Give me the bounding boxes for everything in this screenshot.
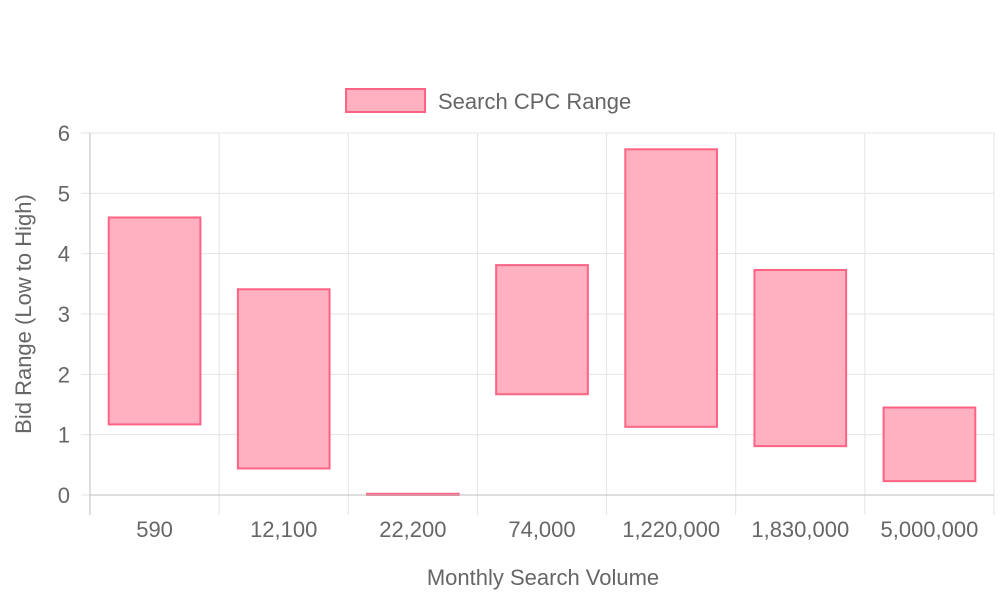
y-tick-label: 4	[58, 242, 70, 267]
y-axis-title: Bid Range (Low to High)	[11, 194, 36, 434]
y-tick-label: 1	[58, 423, 70, 448]
y-tick-label: 5	[58, 181, 70, 206]
range-bar	[236, 288, 331, 470]
range-bar	[753, 268, 848, 448]
x-tick-label: 12,100	[250, 517, 317, 542]
x-tick-label: 1,830,000	[751, 517, 849, 542]
range-bar	[107, 216, 202, 426]
y-tick-label: 2	[58, 362, 70, 387]
range-bar	[624, 148, 718, 428]
x-tick-label: 22,200	[379, 517, 446, 542]
axes-layer: 0 1 2 3 4 5 6 590 12,100 22,200 74,000 1,220,000 1,8…	[58, 121, 994, 542]
range-bar	[882, 406, 977, 483]
y-tick-label: 6	[58, 121, 70, 146]
x-tick-label: 590	[136, 517, 173, 542]
x-tick-label: 5,000,000	[880, 517, 978, 542]
x-tick-label: 74,000	[508, 517, 575, 542]
legend-swatch[interactable]	[345, 88, 426, 113]
legend[interactable]: Search CPC Range	[345, 88, 631, 114]
legend-label-search-cpc-range[interactable]: Search CPC Range	[438, 89, 631, 114]
x-tick-label: 1,220,000	[622, 517, 720, 542]
range-bar	[495, 264, 589, 396]
y-tick-label: 3	[58, 302, 70, 327]
bars-layer	[107, 148, 977, 497]
x-axis-title: Monthly Search Volume	[427, 565, 659, 590]
y-tick-label: 0	[58, 483, 70, 508]
